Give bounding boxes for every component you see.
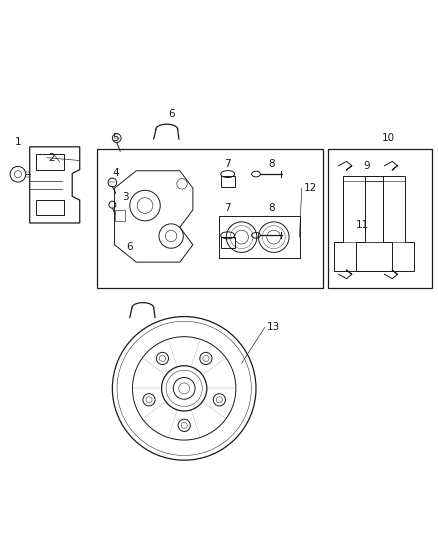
- Bar: [36, 200, 64, 215]
- Text: 11: 11: [356, 220, 369, 230]
- Text: 10: 10: [382, 133, 396, 143]
- Bar: [115, 210, 125, 221]
- Bar: [343, 181, 383, 243]
- Bar: [328, 149, 432, 288]
- Text: 8: 8: [268, 203, 275, 213]
- Text: 12: 12: [304, 183, 317, 193]
- Text: 2: 2: [48, 152, 55, 163]
- Text: 7: 7: [224, 159, 231, 169]
- Bar: [219, 216, 300, 258]
- Text: 9: 9: [364, 161, 370, 172]
- Bar: [221, 176, 235, 187]
- Text: 1: 1: [14, 138, 21, 148]
- Bar: [365, 181, 405, 243]
- Text: 3: 3: [122, 192, 129, 202]
- Text: 4: 4: [112, 168, 119, 178]
- Bar: [221, 237, 235, 248]
- Text: 7: 7: [224, 203, 231, 213]
- Text: 6: 6: [168, 109, 174, 119]
- Bar: [36, 155, 64, 169]
- Text: 6: 6: [127, 242, 133, 252]
- Text: 13: 13: [267, 322, 280, 333]
- Bar: [97, 149, 323, 288]
- Text: 8: 8: [268, 159, 275, 169]
- Text: 5: 5: [112, 133, 119, 143]
